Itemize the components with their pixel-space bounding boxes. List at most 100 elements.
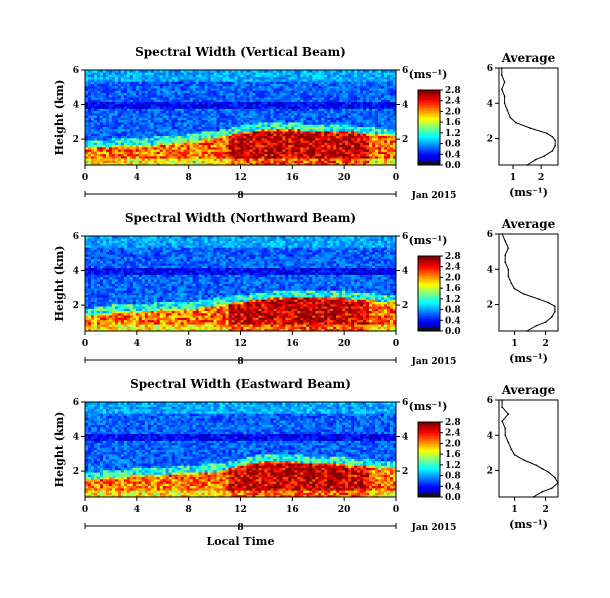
heatmap-cell (270, 158, 274, 161)
heatmap-cell (312, 155, 316, 159)
heatmap-cell (201, 70, 206, 73)
heatmap-cell (264, 92, 268, 96)
heatmap-cell (267, 128, 271, 132)
heatmap-cell (321, 151, 325, 155)
heatmap-cell (156, 112, 161, 116)
heatmap-cell (144, 81, 149, 84)
heatmap-cell (333, 74, 337, 78)
heatmap-cell (141, 122, 146, 125)
heatmap-cell (273, 81, 277, 84)
heatmap-cell (201, 103, 206, 107)
heatmap-cell (141, 90, 146, 94)
heatmap-cell (210, 72, 214, 75)
heatmap-cell (318, 140, 322, 143)
heatmap-cell (159, 99, 164, 103)
heatmap-cell (303, 158, 307, 161)
heatmap-cell (138, 74, 143, 78)
heatmap-cell (324, 81, 328, 84)
heatmap-cell (303, 131, 307, 134)
heatmap-cell (147, 81, 152, 84)
heatmap-cell (384, 112, 388, 116)
heatmap-cell (201, 140, 206, 143)
heatmap-cell (93, 106, 98, 109)
heatmap-cell (216, 155, 220, 159)
heatmap-cell (171, 92, 176, 96)
heatmap-cell (219, 142, 223, 146)
heatmap-cell (282, 122, 286, 125)
heatmap-cell (285, 74, 289, 78)
heatmap-cell (261, 103, 265, 107)
heatmap-cell (108, 290, 113, 293)
heatmap-cell (87, 153, 92, 157)
heatmap-cell (249, 131, 253, 134)
heatmap-cell (108, 103, 113, 107)
heatmap-cell (234, 126, 238, 130)
date-marker: 8 (237, 191, 243, 201)
heatmap-cell (222, 151, 226, 155)
heatmap-cell (192, 119, 197, 123)
heatmap-cell (312, 106, 316, 109)
heatmap-cell (117, 112, 122, 116)
heatmap-cell (189, 79, 194, 82)
heatmap-cell (222, 101, 226, 105)
heatmap-cell (108, 128, 113, 132)
heatmap-cell (327, 76, 331, 80)
heatmap-cell (129, 124, 134, 127)
heatmap-cell (273, 108, 277, 112)
heatmap-cell (111, 70, 116, 73)
heatmap-cell (198, 92, 203, 96)
heatmap-cell (294, 92, 298, 96)
heatmap-cell (85, 88, 89, 91)
heatmap-cell (222, 144, 226, 148)
heatmap-cell (258, 79, 262, 82)
heatmap-cell (129, 79, 134, 82)
heatmap-cell (246, 99, 250, 103)
heatmap-cell (318, 76, 322, 80)
heatmap-cell (162, 103, 167, 107)
heatmap-cell (309, 142, 313, 146)
heatmap-cell (123, 76, 128, 80)
heatmap-cell (270, 94, 274, 98)
heatmap-cell (309, 99, 313, 103)
heatmap-cell (93, 128, 98, 132)
heatmap-cell (264, 110, 268, 114)
heatmap-cell (297, 99, 301, 103)
heatmap-cell (258, 101, 262, 105)
heatmap-cell (114, 153, 119, 157)
heatmap-cell (168, 151, 173, 155)
heatmap-cell (258, 142, 262, 146)
heatmap-cell (96, 162, 101, 166)
heatmap-cell (231, 92, 235, 96)
heatmap-cell (216, 151, 220, 155)
heatmap-cell (309, 119, 313, 123)
heatmap-cell (132, 112, 137, 116)
heatmap-cell (258, 81, 262, 84)
heatmap-cell (309, 106, 313, 109)
heatmap-cell (291, 94, 295, 98)
heatmap-cell (135, 85, 140, 89)
heatmap-cell (141, 76, 146, 80)
heatmap-cell (93, 97, 98, 100)
heatmap-cell (294, 153, 298, 157)
heatmap-cell (249, 142, 253, 146)
heatmap-cell (150, 135, 155, 139)
heatmap-cell (189, 124, 194, 127)
heatmap-cell (294, 70, 298, 73)
heatmap-cell (339, 85, 343, 89)
heatmap-cell (267, 133, 271, 136)
heatmap-cell (258, 151, 262, 155)
heatmap-cell (273, 90, 277, 94)
heatmap-cell (213, 97, 217, 100)
heatmap-cell (102, 99, 107, 103)
heatmap-cell (102, 110, 107, 114)
heatmap-cell (147, 122, 152, 125)
heatmap-cell (87, 99, 92, 103)
heatmap-cell (252, 94, 256, 98)
heatmap-cell (135, 90, 140, 94)
heatmap-cell (225, 133, 229, 136)
heatmap-cell (321, 128, 325, 132)
heatmap-cell (240, 140, 244, 143)
heatmap-cell (105, 122, 110, 125)
heatmap-cell (126, 144, 131, 148)
heatmap-cell (195, 108, 200, 112)
